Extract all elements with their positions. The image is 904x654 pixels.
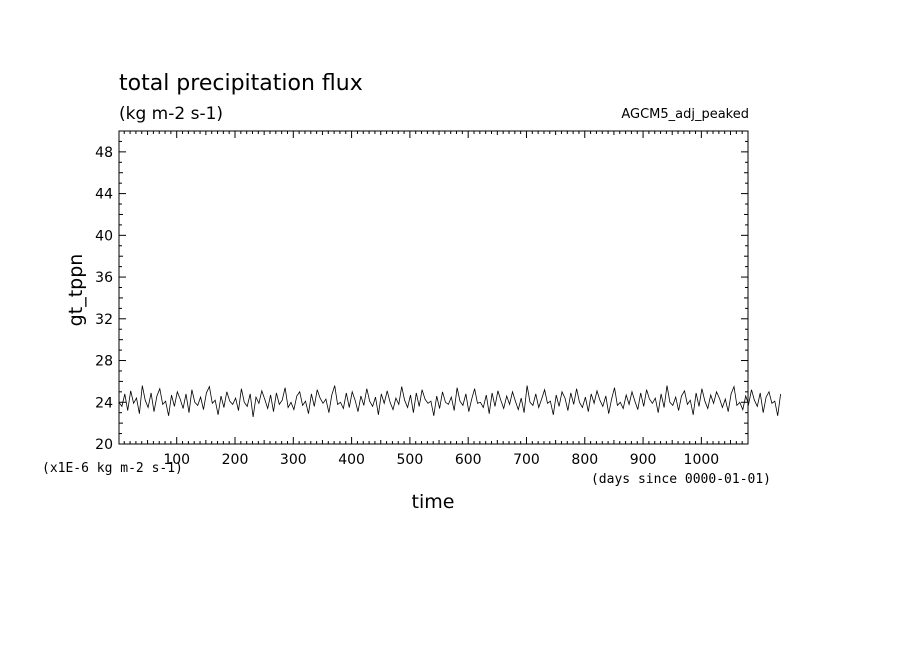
y-axis-ticks <box>119 130 748 445</box>
y-tick-label: 48 <box>95 145 113 161</box>
y-scale-note: (x1E-6 kg m-2 s-1) <box>42 461 183 476</box>
y-tick-label: 40 <box>95 228 113 244</box>
y-tick-label: 24 <box>95 395 113 411</box>
x-axis-tick-labels: 100 200 300 400 500 600 700 800 900 1000 <box>163 452 719 468</box>
y-tick-label: 32 <box>95 312 113 328</box>
x-axis-ticks <box>123 131 749 444</box>
y-tick-label: 28 <box>95 354 113 370</box>
chart-subtitle: (kg m-2 s-1) <box>119 104 223 124</box>
x-tick-label: 200 <box>222 452 249 468</box>
experiment-label: AGCM5_adj_peaked <box>621 107 749 122</box>
x-axis-label: time <box>412 491 455 513</box>
y-axis-label: gt_tppn <box>65 254 87 327</box>
x-tick-label: 500 <box>397 452 424 468</box>
x-tick-label: 600 <box>455 452 482 468</box>
plot-frame <box>118 130 749 445</box>
x-tick-label: 100 <box>163 452 190 468</box>
x-tick-label: 1000 <box>684 452 720 468</box>
y-tick-label: 44 <box>95 187 113 203</box>
x-tick-label: 300 <box>280 452 307 468</box>
x-tick-label: 800 <box>571 452 598 468</box>
x-unit-note: (days since 0000-01-01) <box>591 472 771 487</box>
y-tick-label: 20 <box>95 437 113 453</box>
x-tick-label: 700 <box>513 452 540 468</box>
y-axis-tick-labels: 20 24 28 32 36 40 44 48 <box>95 145 113 453</box>
x-tick-label: 400 <box>338 452 365 468</box>
x-tick-label: 900 <box>630 452 657 468</box>
series-line-gt-tppn <box>118 385 781 417</box>
y-tick-label: 36 <box>95 270 113 286</box>
chart-title: total precipitation flux <box>119 71 363 96</box>
